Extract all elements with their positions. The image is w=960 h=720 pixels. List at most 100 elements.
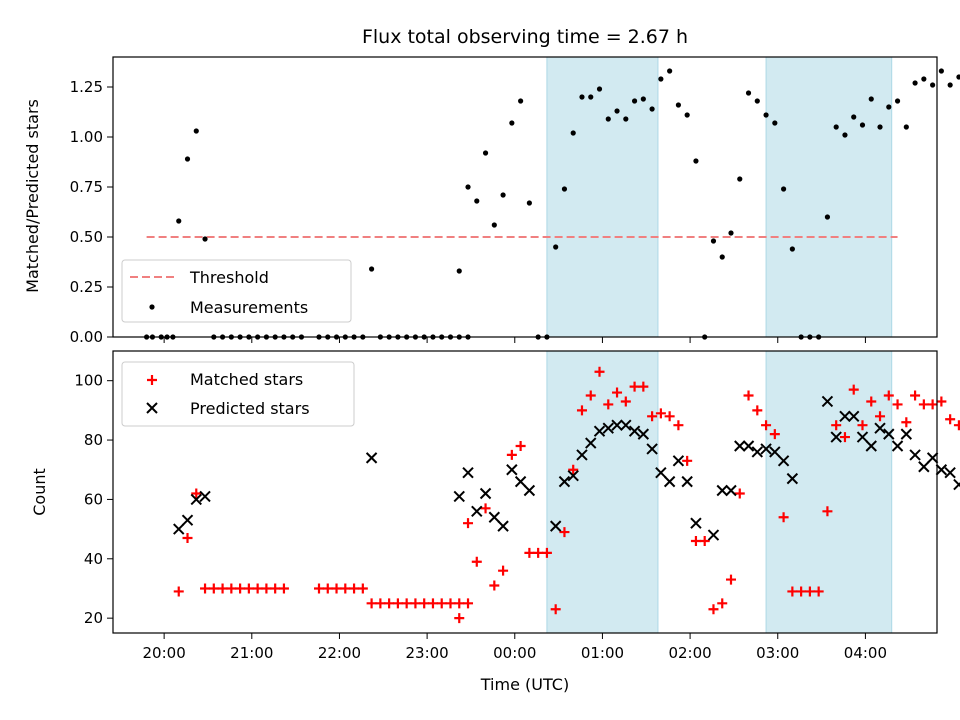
bottom-legend-box — [121, 361, 355, 427]
matched-point-63 — [734, 488, 745, 499]
measurement-point-26 — [368, 266, 375, 272]
measurement-point-50 — [561, 186, 568, 192]
matched-point-83 — [910, 390, 921, 401]
matched-point-80 — [883, 390, 894, 401]
predicted-point-11 — [506, 464, 518, 476]
matched-point-16 — [340, 583, 351, 594]
top-legend: Threshold Measurements — [121, 259, 352, 323]
predicted-point-27 — [663, 475, 676, 488]
matched-point-38 — [515, 440, 526, 451]
matched-point-35 — [489, 580, 500, 591]
measurement-point-51 — [570, 130, 576, 136]
matched-point-10 — [261, 583, 272, 594]
measurement-point-46 — [526, 200, 532, 206]
matched-point-25 — [419, 598, 430, 609]
measurement-point-39 — [465, 184, 471, 190]
measurement-point-56 — [614, 108, 620, 114]
bottom-y-tick-label-4: 100 — [74, 372, 103, 390]
legend-measurements-swatch — [149, 304, 155, 310]
bottom-shaded-interval-1 — [765, 350, 893, 634]
matched-point-70 — [796, 586, 807, 597]
matched-point-55 — [664, 411, 675, 422]
matched-point-45 — [576, 405, 587, 416]
matched-point-67 — [769, 429, 780, 440]
predicted-point-30 — [690, 517, 702, 529]
matched-point-12 — [278, 583, 289, 594]
matched-point-17 — [349, 583, 360, 594]
matched-point-37 — [506, 449, 517, 460]
bottom-y-tick-label-1: 40 — [84, 550, 103, 568]
top-legend-box — [121, 259, 352, 323]
measurement-point-67 — [710, 238, 717, 244]
matched-point-84 — [918, 399, 929, 410]
measurement-point-75 — [780, 186, 787, 192]
measurement-point-55 — [605, 116, 611, 122]
matched-point-41 — [541, 547, 552, 558]
predicted-point-55 — [944, 466, 956, 479]
bottom-y-axis-label: Count — [30, 468, 49, 516]
top-y-tick-label-5: 1.25 — [70, 78, 103, 96]
bottom-legend: Matched stars Predicted stars — [121, 361, 355, 427]
measurement-point-68 — [719, 254, 725, 260]
measurement-point-61 — [658, 76, 664, 82]
predicted-point-48 — [883, 428, 895, 440]
matched-point-44 — [568, 464, 579, 475]
matched-point-60 — [708, 604, 719, 615]
legend-matched-swatch — [147, 375, 157, 385]
matched-point-13 — [314, 583, 324, 594]
predicted-point-4 — [365, 452, 378, 464]
matched-point-74 — [831, 420, 842, 431]
predicted-point-25 — [646, 443, 658, 455]
predicted-point-54 — [935, 464, 948, 476]
predicted-point-47 — [874, 422, 886, 434]
predicted-point-53 — [926, 452, 939, 464]
measurement-point-60 — [649, 106, 655, 112]
matched-point-64 — [743, 390, 754, 401]
measurement-point-65 — [693, 158, 699, 164]
measurement-point-5 — [176, 218, 182, 224]
matched-point-21 — [384, 598, 395, 609]
x-tick-label-3: 23:00 — [405, 644, 448, 662]
predicted-point-21 — [611, 419, 623, 431]
bottom-shaded-interval-0 — [546, 350, 659, 634]
measurement-point-69 — [728, 230, 734, 236]
measurement-point-73 — [763, 112, 769, 118]
chart-title: Flux total observing time = 2.67 h — [362, 26, 688, 48]
top-y-tick-label-3: 0.75 — [70, 178, 103, 196]
top-y-tick-label-0: 0.00 — [70, 328, 103, 346]
predicted-point-40 — [786, 472, 799, 485]
matched-point-51 — [629, 381, 640, 392]
measurement-point-88 — [894, 98, 901, 104]
predicted-point-31 — [707, 529, 720, 541]
measurement-point-81 — [833, 124, 839, 130]
predicted-point-52 — [918, 461, 930, 473]
matched-point-81 — [892, 399, 903, 410]
predicted-point-43 — [839, 410, 851, 423]
measurement-point-87 — [886, 104, 892, 110]
matched-point-82 — [901, 417, 912, 428]
predicted-point-15 — [558, 475, 571, 488]
predicted-point-20 — [602, 422, 614, 434]
predicted-point-26 — [655, 466, 667, 479]
x-tick-label-8: 04:00 — [844, 644, 887, 662]
predicted-point-2 — [190, 493, 202, 506]
measurement-point-63 — [675, 102, 682, 108]
matched-point-28 — [445, 598, 456, 609]
measurement-point-94 — [947, 82, 953, 88]
measurement-point-43 — [500, 192, 506, 198]
matched-point-19 — [366, 598, 377, 609]
legend-matched-label: Matched stars — [190, 370, 303, 389]
matched-point-62 — [726, 574, 736, 585]
measurement-point-89 — [903, 124, 909, 130]
top-shaded-interval-0 — [546, 56, 659, 338]
predicted-point-8 — [479, 487, 492, 500]
matched-point-77 — [857, 420, 868, 431]
predicted-point-13 — [523, 484, 536, 497]
top-panel: 0.00 0.25 0.50 0.75 1.00 1.25 Threshold Measure… — [70, 56, 960, 346]
matched-point-65 — [752, 405, 763, 416]
predicted-point-23 — [628, 425, 641, 437]
legend-predicted-label: Predicted stars — [190, 399, 310, 418]
measurement-point-76 — [789, 246, 795, 252]
matched-point-56 — [673, 420, 684, 431]
